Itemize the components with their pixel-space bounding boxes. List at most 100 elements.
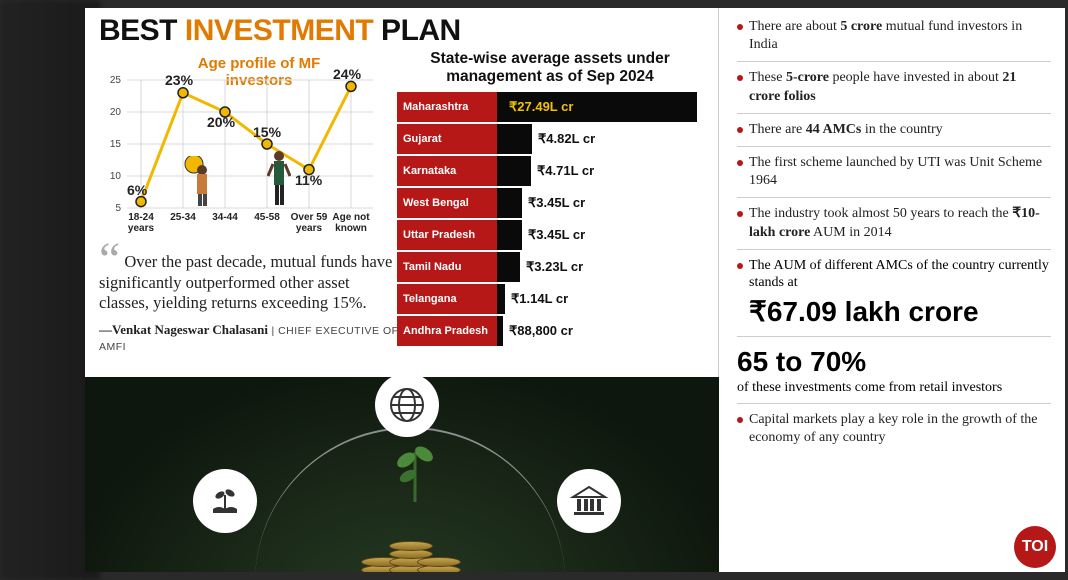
chart-xlabel: Age not known xyxy=(331,212,371,234)
aum-bar-holder: ₹1.14L cr xyxy=(497,284,703,314)
aum-bar xyxy=(497,156,531,186)
chart-value: 24% xyxy=(333,66,361,82)
chart-ytick: 25 xyxy=(103,75,121,86)
aum-bar xyxy=(497,252,520,282)
aum-value: ₹88,800 cr xyxy=(509,323,573,339)
fact-item: Capital markets play a key role in the g… xyxy=(737,411,1051,454)
bottom-illustration xyxy=(85,377,719,572)
age-profile-chart: Age profile of MF investors xyxy=(99,58,379,238)
fact-item: There are 44 AMCs in the country xyxy=(737,121,1051,147)
toi-badge-icon: TOI xyxy=(1014,526,1056,568)
fact-bold: 5 crore xyxy=(840,19,882,34)
aum-value: ₹27.49L cr xyxy=(509,99,573,115)
aum-bar xyxy=(497,124,532,154)
chart-value: 20% xyxy=(207,114,235,130)
aum-bar xyxy=(497,220,522,250)
cartoon-investor-1-icon xyxy=(184,156,212,206)
quote-block: “Over the past decade, mutual funds have… xyxy=(99,248,399,354)
aum-title: State-wise average assets under manageme… xyxy=(397,50,703,86)
fact-text: The industry took almost 50 years to rea… xyxy=(749,206,1012,221)
aum-bar-holder: ₹3.23L cr xyxy=(497,252,703,282)
chart-ytick: 15 xyxy=(103,139,121,150)
right-column: There are about 5 crore mutual fund inve… xyxy=(719,8,1065,572)
aum-bar-holder: ₹3.45L cr xyxy=(497,220,703,250)
fact-bold: 44 AMCs xyxy=(806,122,862,137)
chart-value: 23% xyxy=(165,72,193,88)
chart-value: 6% xyxy=(127,182,147,198)
fact-item: There are about 5 crore mutual fund inve… xyxy=(737,18,1051,62)
fact-text: These xyxy=(749,70,786,85)
fact-text: Capital markets play a key role in the g… xyxy=(749,412,1037,445)
aum-row: West Bengal ₹3.45L cr xyxy=(397,188,703,218)
coins-stack-icon xyxy=(355,492,465,572)
aum-bar-holder: ₹4.71L cr xyxy=(497,156,703,186)
aum-row: Uttar Pradesh ₹3.45L cr xyxy=(397,220,703,250)
aum-state-label: Andhra Pradesh xyxy=(397,316,497,346)
fact-text: in the country xyxy=(861,122,942,137)
aum-value: ₹4.82L cr xyxy=(538,131,595,147)
fact-text: The AUM of different AMCs of the country… xyxy=(749,258,1049,291)
title-accent: INVESTMENT xyxy=(185,14,373,47)
fact-bold: 5-crore xyxy=(786,70,829,85)
aum-bar-holder: ₹4.82L cr xyxy=(497,124,703,154)
sapling-icon xyxy=(395,432,435,502)
chart-ytick: 10 xyxy=(103,171,121,182)
bank-icon xyxy=(557,469,621,533)
quote-text: Over the past decade, mutual funds have … xyxy=(99,252,392,312)
fact-text: AUM in 2014 xyxy=(810,225,891,240)
aum-bar-holder: ₹27.49L cr xyxy=(497,92,703,122)
aum-state-label: Gujarat xyxy=(397,124,497,154)
aum-bar xyxy=(497,188,522,218)
aum-row: Gujarat ₹4.82L cr xyxy=(397,124,703,154)
fact-text: There are about xyxy=(749,19,840,34)
aum-state-label: Telangana xyxy=(397,284,497,314)
aum-bar-holder: ₹3.45L cr xyxy=(497,188,703,218)
fact-text: people have invested in about xyxy=(829,70,1002,85)
state-aum-panel: State-wise average assets under manageme… xyxy=(397,50,703,348)
chart-xlabel: 18-24 years xyxy=(121,212,161,234)
aum-row: Telangana₹1.14L cr xyxy=(397,284,703,314)
title-part1: BEST xyxy=(99,14,185,47)
fact-text: of these investments come from retail in… xyxy=(737,380,1002,395)
chart-value: 15% xyxy=(253,124,281,140)
aum-state-label: Tamil Nadu xyxy=(397,252,497,282)
fact-item: The industry took almost 50 years to rea… xyxy=(737,205,1051,249)
aum-bar-holder: ₹88,800 cr xyxy=(497,316,703,346)
aum-state-label: Maharashtra xyxy=(397,92,497,122)
aum-row: Andhra Pradesh ₹88,800 cr xyxy=(397,316,703,346)
chart-value: 11% xyxy=(295,172,322,188)
fact-text: There are xyxy=(749,122,806,137)
total-aum-block: The AUM of different AMCs of the country… xyxy=(737,257,1051,337)
infographic-card: BEST INVESTMENT PLAN Age profile of MF i… xyxy=(85,8,1065,572)
chart-xlabel: 25-34 xyxy=(163,212,203,223)
open-quote-icon: “ xyxy=(99,248,120,272)
aum-state-label: Karnataka xyxy=(397,156,497,186)
aum-value: ₹3.23L cr xyxy=(526,259,583,275)
retail-percent: 65 to 70% xyxy=(737,346,866,377)
aum-row: Karnataka ₹4.71L cr xyxy=(397,156,703,186)
fact-item: The first scheme launched by UTI was Uni… xyxy=(737,154,1051,198)
total-aum-value: ₹67.09 lakh crore xyxy=(749,294,1051,329)
aum-state-label: Uttar Pradesh xyxy=(397,220,497,250)
aum-value: ₹4.71L cr xyxy=(537,163,594,179)
quote-name: —Venkat Nageswar Chalasani xyxy=(99,322,268,337)
title-part2: PLAN xyxy=(373,14,461,47)
chart-xlabel: 34-44 xyxy=(205,212,245,223)
main-title: BEST INVESTMENT PLAN xyxy=(99,14,461,48)
cartoon-investor-2-icon xyxy=(267,150,291,206)
aum-value: ₹3.45L cr xyxy=(528,195,585,211)
chart-xlabel: Over 59 years xyxy=(289,212,329,234)
fact-text: The first scheme launched by UTI was Uni… xyxy=(749,155,1042,188)
chart-xlabel: 45-58 xyxy=(247,212,287,223)
chart-svg xyxy=(99,58,379,238)
quote-attribution: —Venkat Nageswar Chalasani | CHIEF EXECU… xyxy=(99,322,399,355)
chart-ytick: 5 xyxy=(103,203,121,214)
aum-row: Maharashtra ₹27.49L cr xyxy=(397,92,703,122)
aum-value: ₹3.45L cr xyxy=(528,227,585,243)
aum-bar xyxy=(497,284,505,314)
chart-ytick: 20 xyxy=(103,107,121,118)
aum-state-label: West Bengal xyxy=(397,188,497,218)
aum-bar xyxy=(497,316,503,346)
plant-hand-icon xyxy=(193,469,257,533)
left-column: BEST INVESTMENT PLAN Age profile of MF i… xyxy=(85,8,719,572)
